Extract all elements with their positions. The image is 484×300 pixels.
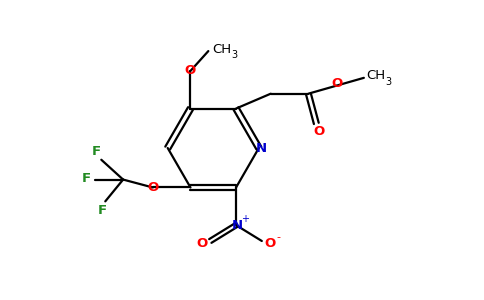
Text: F: F: [98, 204, 107, 217]
Text: CH: CH: [366, 69, 385, 82]
Text: 3: 3: [231, 50, 237, 60]
Text: O: O: [332, 77, 343, 90]
Text: 3: 3: [386, 77, 392, 87]
Text: F: F: [92, 145, 101, 158]
Text: O: O: [314, 125, 325, 138]
Text: N: N: [231, 219, 242, 232]
Text: F: F: [82, 172, 91, 185]
Text: +: +: [241, 214, 249, 224]
Text: -: -: [277, 232, 281, 242]
Text: O: O: [185, 64, 196, 77]
Text: CH: CH: [212, 43, 232, 56]
Text: N: N: [255, 142, 266, 154]
Text: O: O: [197, 238, 208, 250]
Text: O: O: [264, 238, 275, 250]
Text: O: O: [147, 181, 158, 194]
